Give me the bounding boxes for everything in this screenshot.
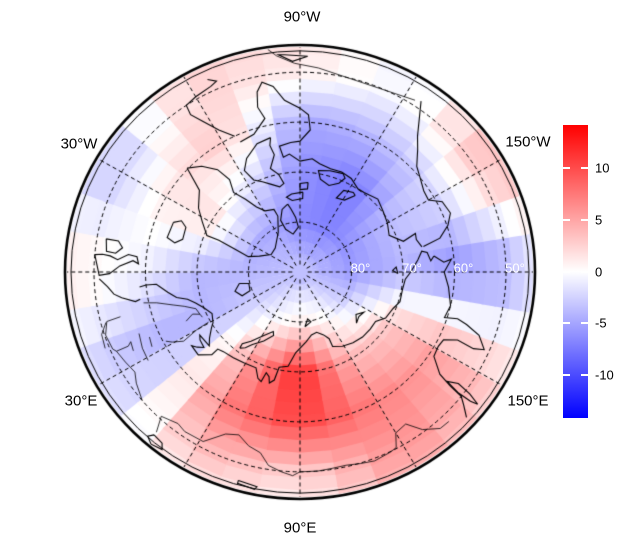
parallel-label-60: 60° — [453, 260, 474, 276]
meridian-label-30e: 30°E — [64, 392, 98, 410]
meridian-label-150e: 150°E — [507, 392, 549, 410]
colorbar-tick-mark-5 — [563, 218, 570, 221]
meridian-label-90w: 90°W — [283, 8, 321, 26]
colorbar-tick-mark--5 — [581, 322, 588, 325]
meridian-label-150w: 150°W — [505, 133, 551, 151]
colorbar-tick-label--5: -5 — [595, 315, 607, 331]
colorbar-tick-label-0: 0 — [595, 264, 603, 279]
colorbar-tick-label-10: 10 — [595, 160, 610, 176]
parallel-label-80: 80° — [350, 260, 371, 276]
colorbar-tick-mark-5 — [581, 218, 588, 221]
meridian-label-30w: 30°W — [60, 135, 98, 153]
colorbar-tick-mark-10 — [581, 167, 588, 170]
colorbar-tick-label-5: 5 — [595, 212, 603, 228]
parallel-label-50: 50° — [505, 260, 525, 276]
meridian-label-90e: 90°E — [283, 519, 317, 537]
parallel-label-70: 70° — [402, 260, 422, 276]
colorbar-tick-mark--10 — [581, 373, 588, 376]
colorbar-tick-mark-0 — [581, 270, 588, 273]
colorbar-tick-mark-0 — [563, 270, 570, 273]
colorbar-tick-mark--5 — [563, 322, 570, 325]
colorbar-tick-label--10: -10 — [595, 367, 614, 383]
colorbar-tick-mark--10 — [563, 373, 570, 376]
colorbar-tick-mark-10 — [563, 167, 570, 170]
